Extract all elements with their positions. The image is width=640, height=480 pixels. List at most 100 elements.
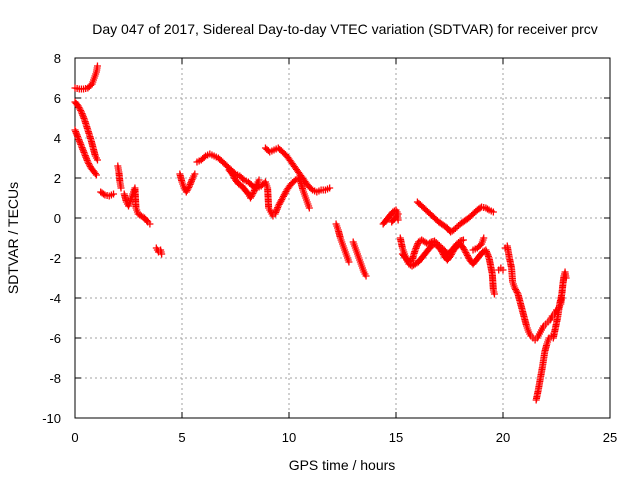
- plot-frame: [74, 57, 611, 419]
- series-seg-t: [495, 264, 507, 274]
- x-tick-label: 5: [178, 430, 185, 445]
- y-tick-label: -4: [49, 291, 61, 306]
- data-point: [431, 237, 439, 245]
- data-point: [305, 204, 313, 212]
- data-point: [512, 286, 520, 293]
- y-tick-label: 8: [54, 51, 61, 66]
- data-point: [239, 175, 247, 183]
- data-point: [345, 258, 353, 266]
- data-point: [489, 208, 497, 216]
- data-point: [158, 250, 166, 258]
- data-point: [75, 104, 83, 111]
- data-point: [85, 161, 93, 169]
- data-point: [85, 160, 93, 167]
- x-tick-label: 25: [603, 430, 617, 445]
- y-tick-label: 4: [54, 131, 61, 146]
- data-point: [562, 274, 570, 282]
- data-point: [110, 190, 118, 198]
- grid-lines: [75, 58, 610, 418]
- series-seg-b: [71, 98, 101, 164]
- data-point: [246, 194, 254, 202]
- y-tick-label: -10: [42, 411, 61, 426]
- data-point: [200, 153, 208, 161]
- data-point: [453, 223, 461, 231]
- series-seg-o: [388, 210, 402, 226]
- data-point: [228, 170, 236, 178]
- data-point: [512, 287, 520, 295]
- data-point: [230, 173, 238, 181]
- series-seg-m: [349, 238, 370, 280]
- data-point: [191, 170, 199, 178]
- x-axis-label: GPS time / hours: [289, 457, 396, 473]
- x-tick-label: 10: [282, 430, 296, 445]
- y-tick-label: -8: [49, 371, 61, 386]
- data-point: [394, 216, 402, 224]
- series-seg-r: [413, 198, 497, 236]
- axis-ticks: 0 5 10 15 20 25 -10 -8 -6 -4 -2 0 2 4 6 8: [42, 51, 617, 445]
- data-point: [480, 234, 488, 242]
- data-point: [426, 239, 434, 247]
- series-seg-l: [332, 220, 353, 266]
- data-point: [117, 184, 125, 192]
- data-point: [183, 187, 191, 194]
- data-point: [459, 236, 467, 244]
- data-point: [460, 246, 468, 253]
- data-point: [248, 191, 256, 199]
- series-seg-c: [71, 126, 100, 179]
- chart-title: Day 047 of 2017, Sidereal Day-to-day VTE…: [92, 21, 598, 37]
- data-point: [185, 184, 193, 191]
- data-point: [74, 102, 82, 110]
- data-point: [255, 176, 263, 184]
- x-tick-label: 20: [496, 430, 510, 445]
- data-point: [229, 172, 237, 179]
- series-seg-q: [398, 236, 467, 266]
- data-point: [247, 181, 255, 189]
- data-point: [437, 243, 445, 251]
- data-point: [77, 107, 85, 114]
- data-point: [464, 253, 472, 261]
- x-tick-label: 15: [389, 430, 403, 445]
- series-seg-i: [193, 150, 313, 220]
- y-tick-label: 0: [54, 211, 61, 226]
- data-points: [71, 62, 570, 404]
- data-point: [451, 225, 459, 232]
- data-point: [91, 170, 99, 177]
- y-axis-label: SDTVAR / TECUs: [5, 182, 21, 294]
- y-tick-label: -6: [49, 331, 61, 346]
- data-point: [463, 250, 471, 258]
- data-point: [93, 62, 101, 70]
- x-tick-label: 0: [71, 430, 78, 445]
- y-tick-label: 2: [54, 171, 61, 186]
- data-point: [146, 220, 154, 228]
- series-seg-f: [120, 184, 154, 228]
- data-point: [513, 289, 521, 296]
- data-point: [92, 171, 100, 179]
- data-point: [461, 247, 469, 255]
- y-tick-label: 6: [54, 91, 61, 106]
- series-seg-s: [469, 234, 488, 254]
- data-point: [434, 240, 442, 248]
- series-seg-a: [71, 62, 101, 93]
- data-point: [435, 242, 443, 249]
- data-point: [432, 239, 440, 246]
- data-point: [362, 272, 370, 280]
- series-seg-j: [225, 166, 263, 202]
- series-seg-v: [532, 268, 570, 404]
- data-point: [247, 193, 255, 200]
- data-point: [84, 158, 92, 166]
- series-seg-u: [501, 242, 566, 344]
- data-point: [326, 184, 334, 192]
- data-point: [490, 290, 498, 298]
- data-point: [511, 284, 519, 292]
- series-seg-g: [152, 244, 166, 258]
- data-point: [499, 266, 507, 274]
- data-point: [459, 244, 467, 252]
- data-point: [483, 205, 491, 213]
- data-point: [463, 252, 471, 259]
- y-tick-label: -2: [49, 251, 61, 266]
- data-point: [450, 226, 458, 234]
- series-seg-d: [97, 188, 118, 200]
- data-point: [100, 190, 108, 198]
- data-point: [184, 185, 192, 193]
